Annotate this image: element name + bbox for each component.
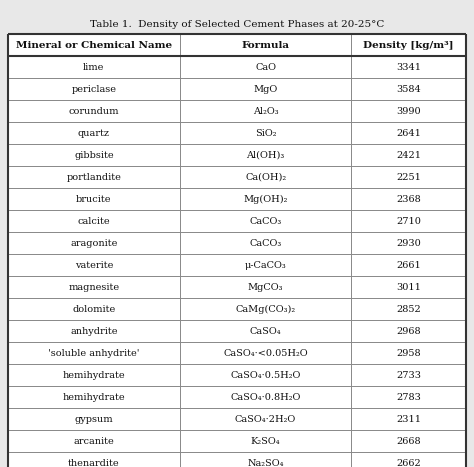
Text: CaCO₃: CaCO₃ — [249, 217, 282, 226]
Text: Mg(OH)₂: Mg(OH)₂ — [244, 194, 288, 204]
Text: brucite: brucite — [76, 194, 111, 204]
Text: SiO₂: SiO₂ — [255, 128, 276, 137]
Text: CaCO₃: CaCO₃ — [249, 239, 282, 248]
Text: 2368: 2368 — [396, 194, 421, 204]
Text: anhydrite: anhydrite — [70, 326, 118, 335]
Text: 3990: 3990 — [396, 106, 421, 115]
Text: thenardite: thenardite — [68, 459, 120, 467]
Text: CaSO₄·<0.05H₂O: CaSO₄·<0.05H₂O — [223, 348, 308, 358]
Text: 3584: 3584 — [396, 85, 421, 93]
Text: 2958: 2958 — [396, 348, 421, 358]
Text: CaSO₄·2H₂O: CaSO₄·2H₂O — [235, 415, 296, 424]
Text: Na₂SO₄: Na₂SO₄ — [247, 459, 284, 467]
Text: 2783: 2783 — [396, 392, 421, 402]
Text: quartz: quartz — [78, 128, 110, 137]
Text: Al(OH)₃: Al(OH)₃ — [246, 150, 285, 160]
Text: calcite: calcite — [78, 217, 110, 226]
Text: 2852: 2852 — [396, 304, 421, 313]
Text: 3341: 3341 — [396, 63, 421, 71]
Text: CaSO₄·0.5H₂O: CaSO₄·0.5H₂O — [230, 370, 301, 380]
Text: CaO: CaO — [255, 63, 276, 71]
Text: 2311: 2311 — [396, 415, 421, 424]
Text: Al₂O₃: Al₂O₃ — [253, 106, 278, 115]
Text: MgCO₃: MgCO₃ — [248, 283, 283, 291]
Text: μ-CaCO₃: μ-CaCO₃ — [245, 261, 286, 269]
Text: hemihydrate: hemihydrate — [63, 370, 125, 380]
Text: Mineral or Chemical Name: Mineral or Chemical Name — [16, 41, 172, 50]
Text: 2421: 2421 — [396, 150, 421, 160]
Text: 2661: 2661 — [396, 261, 421, 269]
Text: corundum: corundum — [69, 106, 119, 115]
Text: Density [kg/m³]: Density [kg/m³] — [364, 41, 454, 50]
Text: lime: lime — [83, 63, 105, 71]
Text: 2641: 2641 — [396, 128, 421, 137]
Text: Formula: Formula — [242, 41, 290, 50]
Text: Table 1.  Density of Selected Cement Phases at 20-25°C: Table 1. Density of Selected Cement Phas… — [90, 20, 384, 29]
Text: gypsum: gypsum — [74, 415, 113, 424]
Text: CaMg(CO₃)₂: CaMg(CO₃)₂ — [236, 304, 296, 313]
Text: 2668: 2668 — [396, 437, 421, 446]
Text: aragonite: aragonite — [70, 239, 118, 248]
Text: CaSO₄·0.8H₂O: CaSO₄·0.8H₂O — [230, 392, 301, 402]
Text: magnesite: magnesite — [68, 283, 119, 291]
Text: 3011: 3011 — [396, 283, 421, 291]
Text: 'soluble anhydrite': 'soluble anhydrite' — [48, 348, 140, 358]
Text: Ca(OH)₂: Ca(OH)₂ — [245, 172, 286, 182]
Text: vaterite: vaterite — [75, 261, 113, 269]
Text: 2710: 2710 — [396, 217, 421, 226]
Text: 2930: 2930 — [396, 239, 421, 248]
Text: hemihydrate: hemihydrate — [63, 392, 125, 402]
Text: arcanite: arcanite — [73, 437, 114, 446]
Text: 2968: 2968 — [396, 326, 421, 335]
Text: 2251: 2251 — [396, 172, 421, 182]
Text: 2733: 2733 — [396, 370, 421, 380]
Text: K₂SO₄: K₂SO₄ — [251, 437, 281, 446]
Text: 2662: 2662 — [396, 459, 421, 467]
Text: gibbsite: gibbsite — [74, 150, 114, 160]
Text: dolomite: dolomite — [72, 304, 116, 313]
Text: periclase: periclase — [72, 85, 117, 93]
Text: CaSO₄: CaSO₄ — [250, 326, 282, 335]
Text: MgO: MgO — [254, 85, 278, 93]
Text: portlandite: portlandite — [66, 172, 121, 182]
